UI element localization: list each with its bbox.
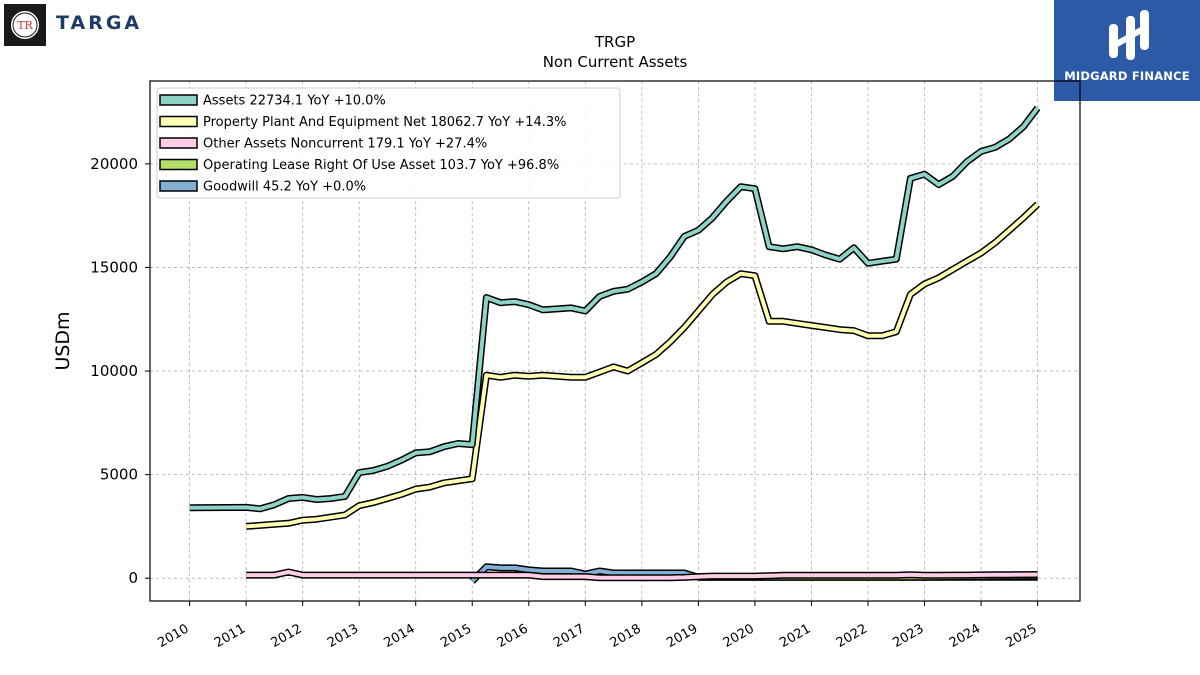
legend-label: Goodwill 45.2 YoY +0.0% xyxy=(203,180,366,195)
x-axis-ticks: 2010 2011 2012 2013 2014 2015 2016 2017 2018 2019… xyxy=(155,601,1040,651)
targa-logo: TR TARGA xyxy=(0,0,170,50)
x-tick-label: 2014 xyxy=(382,621,418,651)
legend-label: Operating Lease Right Of Use Asset 103.7… xyxy=(203,158,559,173)
x-tick-label: 2023 xyxy=(890,621,926,651)
series-property-plant-and-equipment-net xyxy=(245,201,1041,530)
x-tick-label: 2012 xyxy=(268,621,304,651)
x-tick-label: 2010 xyxy=(155,621,191,651)
series-assets xyxy=(189,105,1041,513)
targa-logo-mark: TR xyxy=(4,4,46,46)
series-line xyxy=(246,570,1038,580)
x-tick-label: 2024 xyxy=(947,621,983,651)
legend: Assets 22734.1 YoY +10.0% Property Plant … xyxy=(156,87,621,199)
x-tick-label: 2018 xyxy=(608,621,644,651)
y-axis-label: USDm xyxy=(52,311,74,370)
series-layer xyxy=(189,105,1041,584)
x-tick-label: 2022 xyxy=(834,621,870,651)
legend-item-operating-lease-right-of-use-asset: Operating Lease Right Of Use Asset 103.7… xyxy=(159,158,559,173)
y-tick-label: 0 xyxy=(128,569,138,587)
y-tick-label: 5000 xyxy=(100,466,138,484)
legend-label: Property Plant And Equipment Net 18062.7… xyxy=(203,115,567,130)
legend-label: Other Assets Noncurrent 179.1 YoY +27.4% xyxy=(203,137,487,152)
legend-item-goodwill: Goodwill 45.2 YoY +0.0% xyxy=(159,180,366,195)
legend-item-property-plant-and-equipment-net: Property Plant And Equipment Net 18062.7… xyxy=(159,115,567,130)
y-axis-ticks: 0 5000 10000 15000 20000 xyxy=(90,155,150,587)
y-tick-label: 10000 xyxy=(90,362,138,380)
midgard-finance-logo-mark xyxy=(1109,10,1149,60)
series-other-assets-noncurrent xyxy=(246,568,1038,582)
x-tick-label: 2015 xyxy=(438,621,474,651)
y-tick-label: 20000 xyxy=(90,155,138,173)
legend-item-assets: Assets 22734.1 YoY +10.0% xyxy=(159,94,386,109)
x-tick-label: 2011 xyxy=(212,621,248,651)
y-tick-label: 15000 xyxy=(90,258,138,276)
x-tick-label: 2025 xyxy=(1003,621,1039,651)
legend-swatch xyxy=(159,115,198,128)
x-tick-label: 2019 xyxy=(664,621,700,651)
plot-frame xyxy=(149,80,1081,602)
series-line xyxy=(245,202,1039,529)
legend-swatch xyxy=(159,158,198,171)
legend-swatch xyxy=(159,180,198,192)
targa-logo-text: TARGA xyxy=(56,12,143,34)
legend-swatch xyxy=(159,94,198,106)
chart-subtitle: Non Current Assets xyxy=(543,53,688,71)
midgard-finance-logo: MIDGARD FINANCE xyxy=(1054,0,1200,101)
chart-title: TRGP xyxy=(594,33,635,51)
x-tick-label: 2017 xyxy=(551,621,587,651)
x-tick-label: 2021 xyxy=(777,621,813,651)
midgard-finance-logo-text: MIDGARD FINANCE xyxy=(1064,69,1190,83)
targa-logo-monogram: TR xyxy=(17,19,33,32)
legend-label: Assets 22734.1 YoY +10.0% xyxy=(203,94,386,109)
legend-box xyxy=(156,87,621,199)
legend-item-other-assets-noncurrent: Other Assets Noncurrent 179.1 YoY +27.4% xyxy=(159,137,487,152)
x-tick-label: 2016 xyxy=(495,621,531,651)
x-tick-label: 2020 xyxy=(721,621,757,651)
series-line xyxy=(189,106,1040,511)
x-tick-label: 2013 xyxy=(325,621,361,651)
legend-swatch xyxy=(159,137,198,149)
